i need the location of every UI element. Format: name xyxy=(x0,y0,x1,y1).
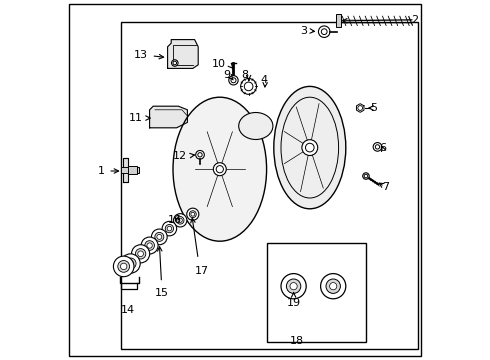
Circle shape xyxy=(173,214,187,227)
Polygon shape xyxy=(356,104,364,112)
Text: 9: 9 xyxy=(223,70,231,80)
Circle shape xyxy=(141,237,158,254)
Text: 4: 4 xyxy=(261,75,268,85)
Circle shape xyxy=(118,261,129,272)
Circle shape xyxy=(113,256,134,277)
Circle shape xyxy=(165,224,173,233)
Circle shape xyxy=(229,76,238,85)
Circle shape xyxy=(318,26,330,37)
Circle shape xyxy=(363,173,369,179)
Text: 19: 19 xyxy=(287,298,301,308)
Circle shape xyxy=(286,279,301,293)
Text: 11: 11 xyxy=(128,113,143,123)
Circle shape xyxy=(241,78,257,94)
Circle shape xyxy=(196,150,204,159)
Text: 18: 18 xyxy=(290,336,304,346)
Circle shape xyxy=(320,274,346,299)
Polygon shape xyxy=(122,158,132,182)
Circle shape xyxy=(198,153,202,157)
Text: 1: 1 xyxy=(98,166,104,176)
Circle shape xyxy=(151,229,167,245)
Circle shape xyxy=(305,143,314,152)
Circle shape xyxy=(189,211,196,218)
Circle shape xyxy=(213,163,226,176)
Text: 17: 17 xyxy=(195,266,209,276)
Circle shape xyxy=(125,258,136,269)
Circle shape xyxy=(176,216,184,224)
Circle shape xyxy=(147,243,152,248)
Circle shape xyxy=(231,78,236,83)
Circle shape xyxy=(172,60,178,66)
Circle shape xyxy=(127,261,134,266)
Circle shape xyxy=(138,251,144,257)
Circle shape xyxy=(187,208,199,220)
Bar xyxy=(121,22,418,349)
Circle shape xyxy=(245,82,253,91)
Bar xyxy=(128,166,137,174)
Circle shape xyxy=(364,174,368,178)
Text: 15: 15 xyxy=(154,288,169,298)
Text: 16: 16 xyxy=(168,215,182,225)
Circle shape xyxy=(145,241,154,250)
Text: 3: 3 xyxy=(300,26,307,36)
Circle shape xyxy=(321,29,327,35)
Circle shape xyxy=(162,221,177,236)
Text: 6: 6 xyxy=(379,143,387,153)
Circle shape xyxy=(373,143,382,151)
Circle shape xyxy=(358,105,363,111)
Circle shape xyxy=(121,254,140,273)
Circle shape xyxy=(135,249,146,259)
Text: 7: 7 xyxy=(382,182,389,192)
Polygon shape xyxy=(168,40,198,68)
Circle shape xyxy=(326,279,341,293)
Circle shape xyxy=(155,233,164,241)
Circle shape xyxy=(157,234,162,239)
Circle shape xyxy=(302,140,318,156)
Circle shape xyxy=(191,212,195,216)
Bar xyxy=(267,243,366,342)
Circle shape xyxy=(173,61,176,65)
Circle shape xyxy=(178,218,182,222)
Bar xyxy=(121,167,139,173)
Polygon shape xyxy=(149,106,187,128)
Text: 14: 14 xyxy=(121,305,135,315)
Text: 8: 8 xyxy=(242,70,248,80)
Ellipse shape xyxy=(239,112,273,140)
Text: 13: 13 xyxy=(134,50,148,60)
Text: 5: 5 xyxy=(370,103,377,113)
Bar xyxy=(336,14,341,27)
Circle shape xyxy=(216,166,223,173)
Circle shape xyxy=(121,263,127,270)
Circle shape xyxy=(167,226,171,231)
Circle shape xyxy=(281,274,306,299)
Circle shape xyxy=(375,145,380,149)
Ellipse shape xyxy=(274,86,346,209)
Circle shape xyxy=(131,245,149,263)
Circle shape xyxy=(290,283,297,290)
Text: 12: 12 xyxy=(173,151,187,161)
Ellipse shape xyxy=(173,97,267,241)
Circle shape xyxy=(330,283,337,290)
Text: 2: 2 xyxy=(412,15,418,25)
Text: 10: 10 xyxy=(212,59,226,69)
